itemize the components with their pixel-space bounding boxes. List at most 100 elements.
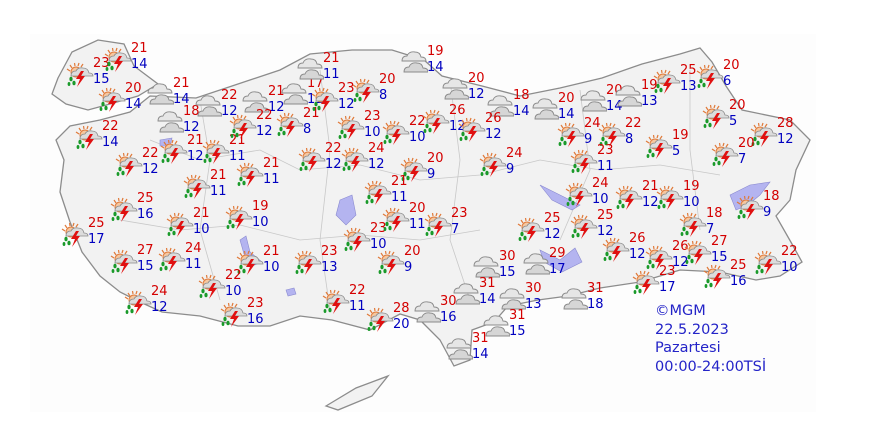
- low-temperature: 17: [659, 280, 676, 295]
- sun-cloud-thunderstorm-rain-icon: [220, 302, 248, 328]
- low-temperature: 17: [88, 232, 105, 247]
- high-temperature: 31: [479, 276, 496, 291]
- station-forecast: 28 12: [750, 117, 798, 156]
- sun-cloud-thunderstorm-rain-icon: [632, 270, 660, 296]
- sun-cloud-thunderstorm-rain-icon: [645, 134, 673, 160]
- sun-cloud-thunderstorm-rain-icon: [166, 212, 194, 238]
- sun-cloud-thunderstorm-rain-icon: [225, 205, 253, 231]
- station-forecast: 20 9: [400, 152, 448, 191]
- sun-cloud-thunderstorm-rain-icon: [124, 290, 152, 316]
- low-temperature: 9: [584, 132, 593, 147]
- high-temperature: 25: [730, 258, 747, 273]
- low-temperature: 12: [597, 224, 614, 239]
- high-temperature: 20: [409, 201, 426, 216]
- high-temperature: 20: [558, 91, 575, 106]
- low-temperature: 9: [506, 162, 515, 177]
- station-forecast: 24 10: [565, 177, 613, 216]
- station-forecast: 21 10: [166, 207, 214, 246]
- low-temperature: 7: [451, 222, 460, 237]
- high-temperature: 23: [659, 264, 676, 279]
- station-forecast: 23 12: [311, 82, 359, 121]
- cloudy-icon: [194, 94, 222, 120]
- low-temperature: 8: [379, 88, 388, 103]
- high-temperature: 20: [729, 98, 746, 113]
- high-temperature: 25: [88, 216, 105, 231]
- high-temperature: 23: [93, 56, 110, 71]
- high-temperature: 22: [225, 268, 242, 283]
- low-temperature: 16: [247, 312, 264, 327]
- high-temperature: 31: [587, 281, 604, 296]
- high-temperature: 23: [451, 206, 468, 221]
- high-temperature: 21: [131, 41, 148, 56]
- station-forecast: 21 11: [236, 157, 284, 196]
- low-temperature: 11: [229, 149, 246, 164]
- station-forecast: 20 14: [98, 82, 146, 121]
- high-temperature: 24: [506, 146, 523, 161]
- station-forecast: 22 10: [198, 269, 246, 308]
- station-forecast: 25 12: [517, 212, 565, 251]
- low-temperature: 12: [221, 104, 238, 119]
- high-temperature: 17: [307, 76, 324, 91]
- station-forecast: 18 14: [486, 89, 534, 128]
- cloudy-icon: [441, 77, 469, 103]
- station-forecast: 24 12: [124, 285, 172, 324]
- high-temperature: 23: [370, 221, 387, 236]
- sun-cloud-thunderstorm-rain-icon: [479, 152, 507, 178]
- low-temperature: 11: [409, 217, 426, 232]
- sun-cloud-thunderstorm-rain-icon: [202, 139, 230, 165]
- high-temperature: 19: [252, 199, 269, 214]
- low-temperature: 12: [777, 132, 794, 147]
- sun-cloud-thunderstorm-rain-icon: [158, 247, 186, 273]
- low-temperature: 12: [142, 162, 159, 177]
- high-temperature: 30: [525, 281, 542, 296]
- sun-cloud-thunderstorm-rain-icon: [236, 162, 264, 188]
- station-forecast: 23 15: [66, 57, 114, 96]
- station-forecast: 21 12: [615, 180, 663, 219]
- high-temperature: 20: [404, 244, 421, 259]
- low-temperature: 12: [468, 87, 485, 102]
- sun-cloud-thunderstorm-rain-icon: [110, 249, 138, 275]
- low-temperature: 11: [263, 172, 280, 187]
- low-temperature: 12: [338, 97, 355, 112]
- high-temperature: 22: [625, 116, 642, 131]
- cloudy-icon: [522, 252, 550, 278]
- low-temperature: 10: [409, 130, 426, 145]
- sun-cloud-thunderstorm-rain-icon: [382, 120, 410, 146]
- station-forecast: 21 12: [160, 134, 208, 173]
- high-temperature: 27: [137, 243, 154, 258]
- low-temperature: 10: [263, 260, 280, 275]
- station-forecast: 26 12: [422, 104, 470, 143]
- station-forecast: 22 12: [298, 142, 346, 181]
- low-temperature: 10: [364, 125, 381, 140]
- high-temperature: 18: [183, 104, 200, 119]
- station-forecast: 27 15: [110, 244, 158, 283]
- station-forecast: 20 5: [702, 99, 750, 138]
- sun-cloud-thunderstorm-rain-icon: [382, 207, 410, 233]
- high-temperature: 22: [349, 283, 366, 298]
- station-forecast: 24 11: [158, 242, 206, 281]
- low-temperature: 12: [449, 119, 466, 134]
- high-temperature: 22: [409, 114, 426, 129]
- high-temperature: 31: [509, 308, 526, 323]
- sun-cloud-thunderstorm-rain-icon: [736, 195, 764, 221]
- low-temperature: 13: [321, 260, 338, 275]
- sun-cloud-thunderstorm-rain-icon: [679, 212, 707, 238]
- sun-cloud-thunderstorm-rain-icon: [183, 174, 211, 200]
- high-temperature: 21: [303, 106, 320, 121]
- station-forecast: 26 12: [458, 112, 506, 151]
- station-forecast: 24 12: [341, 142, 389, 181]
- low-temperature: 11: [597, 159, 614, 174]
- station-forecast: 29 17: [522, 247, 570, 286]
- station-forecast: 26 12: [645, 240, 693, 279]
- station-forecast: 19 13: [614, 79, 662, 118]
- station-forecast: 22 12: [115, 147, 163, 186]
- low-temperature: 14: [472, 347, 489, 362]
- sun-cloud-thunderstorm-rain-icon: [61, 222, 89, 248]
- station-forecast: 18 9: [736, 190, 784, 229]
- low-temperature: 10: [193, 222, 210, 237]
- station-forecast: 23 7: [424, 207, 472, 246]
- sun-cloud-thunderstorm-rain-icon: [602, 237, 630, 263]
- low-temperature: 7: [738, 152, 747, 167]
- station-forecast: 22 14: [75, 120, 123, 159]
- station-forecast: 31 18: [560, 282, 608, 321]
